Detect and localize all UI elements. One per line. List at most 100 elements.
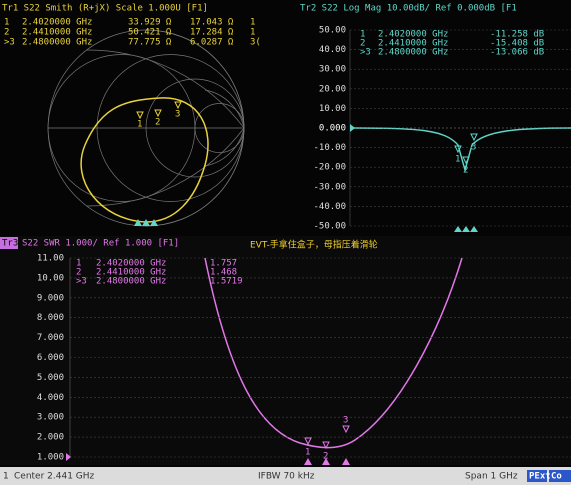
marker-arrow	[454, 145, 462, 154]
marker-freq: 2.4800000 GHz	[378, 48, 448, 58]
marker-id: 1	[4, 18, 9, 28]
marker-arrow	[154, 109, 162, 118]
y-tick-label: 2.000	[37, 433, 64, 443]
marker-r: 33.929 Ω	[128, 18, 172, 28]
marker-id: 2	[360, 39, 365, 49]
marker-freq: 2.4800000 GHz	[96, 277, 166, 287]
y-tick-label: 50.00	[319, 26, 346, 36]
y-tick-label: 20.00	[319, 84, 346, 94]
marker-tri	[134, 219, 142, 226]
y-tick-label: 10.00	[319, 104, 346, 114]
marker-freq: 2.4410000 GHz	[96, 268, 166, 278]
y-tick-label: 8.000	[37, 313, 64, 323]
status-badge: PExt	[529, 472, 551, 482]
marker-flag: 3	[343, 416, 348, 426]
trace-badge	[0, 237, 18, 249]
marker-id: >3	[360, 48, 371, 58]
marker-extra: 1	[250, 28, 255, 38]
y-tick-label: 40.00	[319, 45, 346, 55]
marker-freq: 2.4020000 GHz	[96, 259, 166, 269]
y-tick-label: 6.000	[37, 353, 64, 363]
marker-freq: 2.4410000 GHz	[378, 39, 448, 49]
marker-freq: 2.4800000 GHz	[22, 38, 92, 48]
marker-tri	[150, 219, 158, 226]
marker-tri	[304, 458, 312, 465]
marker-id: >3	[76, 277, 87, 287]
marker-x: 17.284 Ω	[190, 28, 234, 38]
smith-trace	[80, 97, 209, 223]
y-tick-label: -20.00	[313, 163, 346, 173]
y-tick-label: -10.00	[313, 143, 346, 153]
marker-r: 77.775 Ω	[128, 38, 172, 48]
y-tick-label: 9.000	[37, 293, 64, 303]
marker-tri	[142, 219, 150, 226]
marker-x: 6.0287 Ω	[190, 38, 234, 48]
status-bar	[0, 467, 571, 485]
status-text: Span 1 GHz	[465, 472, 518, 482]
cor-badge	[549, 470, 571, 482]
marker-tri	[470, 226, 478, 232]
marker-tri	[462, 226, 470, 232]
marker-value: 1.5719	[210, 277, 243, 287]
marker-flag: 3	[471, 143, 476, 153]
marker-tri	[454, 226, 462, 232]
marker-value: -11.258 dB	[490, 30, 544, 40]
marker-id: 1	[360, 30, 365, 40]
marker-tri	[322, 458, 330, 465]
trace-label: Tr3	[2, 239, 18, 249]
marker-id: 2	[76, 268, 81, 278]
y-tick-label: 10.00	[37, 273, 64, 283]
status-text: IFBW 70 kHz	[258, 472, 315, 482]
marker-r: 50.421 Ω	[128, 28, 172, 38]
marker-arrow	[136, 111, 144, 120]
logmag-trace	[353, 127, 571, 173]
marker-freq: 2.4020000 GHz	[378, 30, 448, 40]
y-tick-label: -50.00	[313, 222, 346, 232]
y-tick-label: 7.000	[37, 333, 64, 343]
smith-panel	[47, 29, 245, 227]
marker-flag: 3	[175, 110, 180, 120]
marker-flag: 2	[463, 166, 468, 176]
marker-flag: 2	[323, 452, 328, 462]
ref-arrow	[66, 453, 71, 461]
marker-id: 1	[76, 259, 81, 269]
marker-value: 1.468	[210, 268, 237, 278]
marker-arrow	[322, 441, 330, 450]
marker-flag: 1	[305, 448, 310, 458]
marker-x: 17.043 Ω	[190, 18, 234, 28]
marker-extra: 3(	[250, 38, 261, 48]
marker-extra: 1	[250, 18, 255, 28]
swr-panel	[0, 236, 571, 465]
marker-flag: 2	[155, 118, 160, 128]
annotation: EVT-手拿住盒子，母指压着滑轮	[250, 239, 378, 251]
status-text: Center 2.441 GHz	[14, 472, 95, 482]
y-tick-label: 5.000	[37, 373, 64, 383]
marker-arrow	[470, 133, 478, 142]
marker-flag: 1	[137, 120, 142, 130]
marker-flag: 1	[455, 155, 460, 165]
y-tick-label: 11.00	[37, 254, 64, 264]
y-tick-label: 4.000	[37, 393, 64, 403]
panel-header: Tr1 S22 Smith (R+jX) Scale 1.000U [F1]	[2, 4, 208, 14]
swr-trace	[204, 257, 463, 449]
panel-header: Tr2 S22 Log Mag 10.00dB/ Ref 0.000dB [F1	[300, 4, 517, 14]
marker-value: 1.757	[210, 259, 237, 269]
y-tick-label: 1.000	[37, 453, 64, 463]
marker-value: -15.408 dB	[490, 39, 544, 49]
ref-arrow	[350, 124, 355, 132]
marker-id: >3	[4, 38, 15, 48]
marker-freq: 2.4410000 GHz	[22, 28, 92, 38]
marker-tri	[342, 458, 350, 465]
marker-arrow	[462, 156, 470, 165]
marker-arrow	[304, 437, 312, 446]
y-tick-label: -40.00	[313, 202, 346, 212]
y-tick-label: -30.00	[313, 182, 346, 192]
marker-arrow	[342, 425, 350, 434]
marker-freq: 2.4020000 GHz	[22, 18, 92, 28]
marker-arrow	[174, 101, 182, 110]
status-text: 1	[3, 472, 9, 482]
y-tick-label: 3.000	[37, 413, 64, 423]
status-badge: Co	[551, 472, 562, 482]
marker-id: 2	[4, 28, 9, 38]
